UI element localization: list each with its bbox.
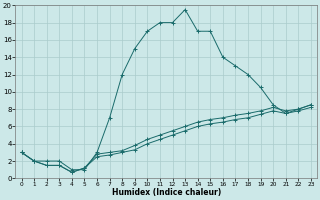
X-axis label: Humidex (Indice chaleur): Humidex (Indice chaleur) (112, 188, 221, 197)
